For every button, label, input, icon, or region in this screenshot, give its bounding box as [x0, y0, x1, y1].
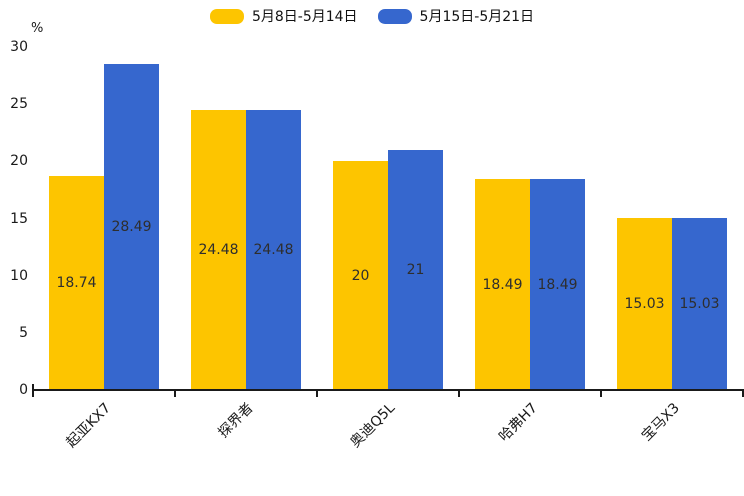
- bar: [49, 176, 104, 390]
- category-label: 宝马X3: [638, 400, 683, 445]
- bar: [388, 150, 443, 390]
- y-tick-label: 25: [10, 96, 28, 113]
- bar-value-label: 24.48: [198, 242, 239, 258]
- axis-origin-stub: [32, 384, 34, 389]
- x-axis-tick: [742, 391, 744, 397]
- bar-value-label: 28.49: [111, 219, 152, 235]
- bar-value-label: 24.48: [253, 242, 294, 258]
- bar-value-label: 15.03: [679, 296, 720, 312]
- x-axis-tick: [458, 391, 460, 397]
- y-tick-label: 15: [10, 210, 28, 227]
- x-axis-tick: [174, 391, 176, 397]
- legend-item: 5月8日-5月14日: [209, 6, 358, 26]
- x-axis-tick: [32, 391, 34, 397]
- category-label: 哈弗H7: [495, 400, 541, 445]
- x-axis-tick: [316, 391, 318, 397]
- y-tick-label: 20: [10, 153, 28, 170]
- category-label: 起亚KX7: [63, 400, 115, 451]
- bar: [104, 64, 159, 390]
- x-axis-tick: [600, 391, 602, 397]
- y-tick-label: 10: [10, 267, 28, 284]
- y-tick-label: 0: [19, 382, 28, 398]
- y-tick-label: 5: [19, 324, 28, 341]
- bar-value-label: 20: [351, 268, 370, 284]
- bar: [333, 161, 388, 390]
- bar: [475, 179, 530, 390]
- bar-value-label: 15.03: [624, 296, 665, 312]
- bar: [617, 218, 672, 390]
- legend-swatch: [209, 8, 244, 24]
- bar-value-label: 18.49: [482, 277, 523, 293]
- legend-swatch: [377, 8, 412, 24]
- bar: [191, 110, 246, 390]
- x-axis-line: [32, 389, 744, 391]
- bar-value-label: 18.49: [537, 277, 578, 293]
- category-label: 探界者: [215, 400, 257, 442]
- bar: [246, 110, 301, 390]
- legend-item: 5月15日-5月21日: [377, 6, 535, 26]
- category-label: 奥迪Q5L: [347, 400, 399, 451]
- y-tick-label: 30: [10, 39, 28, 55]
- legend-item-label: 5月15日-5月21日: [419, 9, 535, 25]
- legend: 5月8日-5月14日 5月15日-5月21日: [0, 6, 744, 26]
- bar-value-label: 21: [406, 262, 425, 278]
- bar: [672, 218, 727, 390]
- legend-item-label: 5月8日-5月14日: [251, 9, 358, 25]
- bar: [530, 179, 585, 390]
- y-axis-unit-label: %: [31, 21, 44, 36]
- bar-value-label: 18.74: [56, 275, 97, 291]
